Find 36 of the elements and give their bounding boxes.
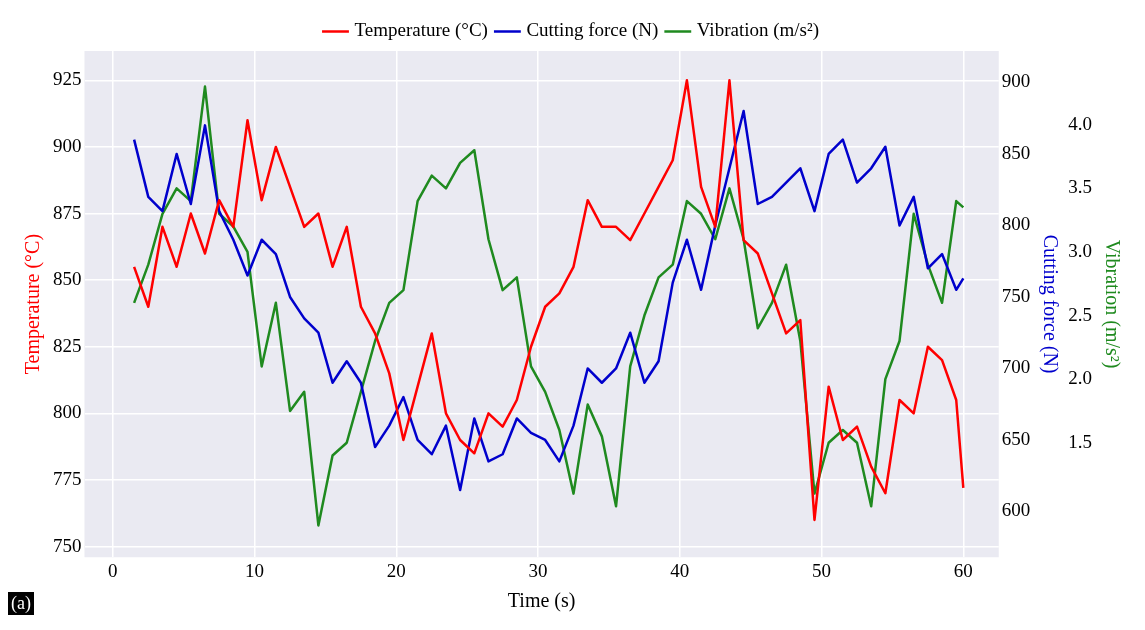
y3-tick-label: 4.0: [1068, 112, 1092, 134]
y-tick-label: 875: [53, 201, 82, 223]
y-tick-label: 825: [53, 334, 82, 356]
y3-axis-title: Vibration (m/s²): [1100, 239, 1124, 369]
y2-tick-label: 850: [1001, 141, 1031, 163]
x-tick-label: 0: [108, 559, 118, 581]
x-tick-label: 10: [245, 559, 265, 581]
y3-tick-label: 2.0: [1068, 367, 1092, 389]
y-tick-label: 850: [53, 268, 82, 290]
x-tick-label: 40: [670, 559, 690, 581]
y2-tick-label: 900: [1001, 70, 1031, 92]
y-tick-label: 800: [53, 401, 82, 423]
y2-tick-label: 800: [1001, 213, 1031, 235]
y3-tick-label: 3.5: [1068, 176, 1092, 198]
x-tick-label: 30: [528, 559, 548, 581]
text: (a): [8, 592, 34, 615]
y-tick-label: 750: [53, 534, 82, 556]
y2-tick-label: 650: [1001, 427, 1031, 449]
x-tick-label: 20: [386, 559, 406, 581]
y2-tick-label: 750: [1001, 284, 1031, 306]
x-tick-label: 50: [812, 559, 832, 581]
legend-label: Cutting force (N): [526, 19, 659, 42]
y2-tick-label: 600: [1001, 499, 1031, 521]
y2-axis-title: Cutting force (N): [1039, 234, 1062, 374]
x-tick-label: 60: [953, 559, 973, 581]
x-axis-title: Time (s): [507, 589, 576, 613]
y-axis-title: Temperature (°C): [21, 233, 45, 375]
y-tick-label: 925: [53, 68, 82, 90]
legend-label: Vibration (m/s²): [696, 19, 820, 42]
y3-tick-label: 3.0: [1068, 239, 1092, 261]
y2-tick-label: 700: [1001, 356, 1031, 378]
y-tick-label: 900: [53, 134, 82, 156]
y3-tick-label: 2.5: [1068, 303, 1092, 325]
legend-label: Temperature (°C): [354, 19, 488, 42]
y-tick-label: 775: [53, 467, 82, 489]
y3-tick-label: 1.5: [1068, 430, 1092, 452]
